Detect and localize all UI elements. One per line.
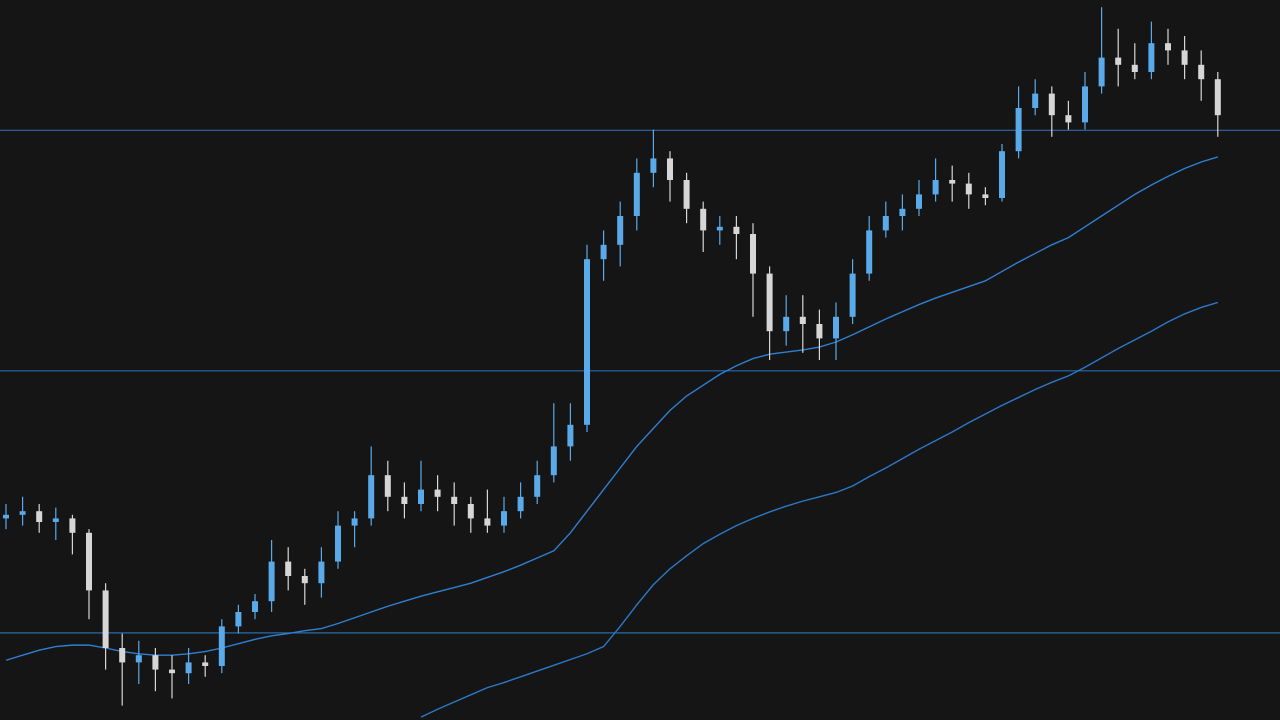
candle-body [252,601,258,612]
candle-body [700,208,707,231]
candle-body [301,576,308,584]
candle-body [69,518,76,533]
candle-body [716,226,723,231]
candle-body [418,489,424,504]
candle-body [335,525,341,562]
candle-body [1032,93,1039,108]
candle-body [351,518,358,526]
candle-body [633,172,640,216]
candle-body [833,316,839,339]
candle-body [235,612,242,627]
candle-body [617,216,624,245]
candle-body [318,561,325,584]
candle-body [467,504,474,519]
candle-body [501,511,507,526]
candle-body [683,180,690,209]
candle-body [19,511,26,515]
candle-body [368,475,375,519]
candle-body [1181,50,1188,65]
candle-body [534,475,541,497]
candle-body [119,648,126,663]
candle-body [1148,43,1155,72]
moving-average [420,301,1219,718]
candle-body [1214,79,1221,116]
candle-body [1115,57,1122,65]
candle-body [268,561,275,602]
candle-body [484,518,491,526]
candle-body [567,424,574,447]
candle-body [102,590,109,648]
candle-body [1131,64,1138,72]
candle-body [185,662,192,674]
candle-body [667,158,673,180]
candle-body [52,518,59,522]
candle-body [999,151,1005,198]
candle-body [965,183,972,195]
candle-body [899,208,906,216]
candle-body [202,662,209,666]
candle-body [866,230,873,274]
candle-body [882,216,889,231]
candle-body [982,194,989,198]
candle-body [1198,64,1205,80]
candle-body [733,226,740,234]
candle-body [1065,115,1072,123]
candle-body [584,259,590,425]
candle-body [1048,93,1055,116]
candle-body [517,496,524,512]
candle-body [1015,108,1022,152]
candle-body [451,496,458,504]
candle-body [816,324,823,339]
candle-body [799,316,806,324]
moving-average [5,156,1219,661]
candle-body [1082,86,1088,123]
candle-body [434,489,441,497]
candle-body [783,316,790,332]
candle-body [218,626,225,666]
candle-body [766,273,773,332]
candle-body [1098,57,1105,87]
candle-body [916,194,922,209]
candle-body [550,446,557,476]
candle-body [932,180,939,195]
candle-body [650,158,657,173]
candle-body [3,514,9,519]
candle-body [135,655,142,663]
candle-body [86,532,92,591]
candle-body [750,234,756,274]
candle-body [152,655,159,670]
candle-body [169,669,175,674]
candle-body [401,496,408,504]
candle-body [36,511,43,522]
candle-body [384,475,391,497]
candle-body [285,561,292,576]
candle-body [849,273,856,317]
candle-body [949,180,956,184]
candle-body [1165,43,1171,51]
candle-body [600,244,607,260]
